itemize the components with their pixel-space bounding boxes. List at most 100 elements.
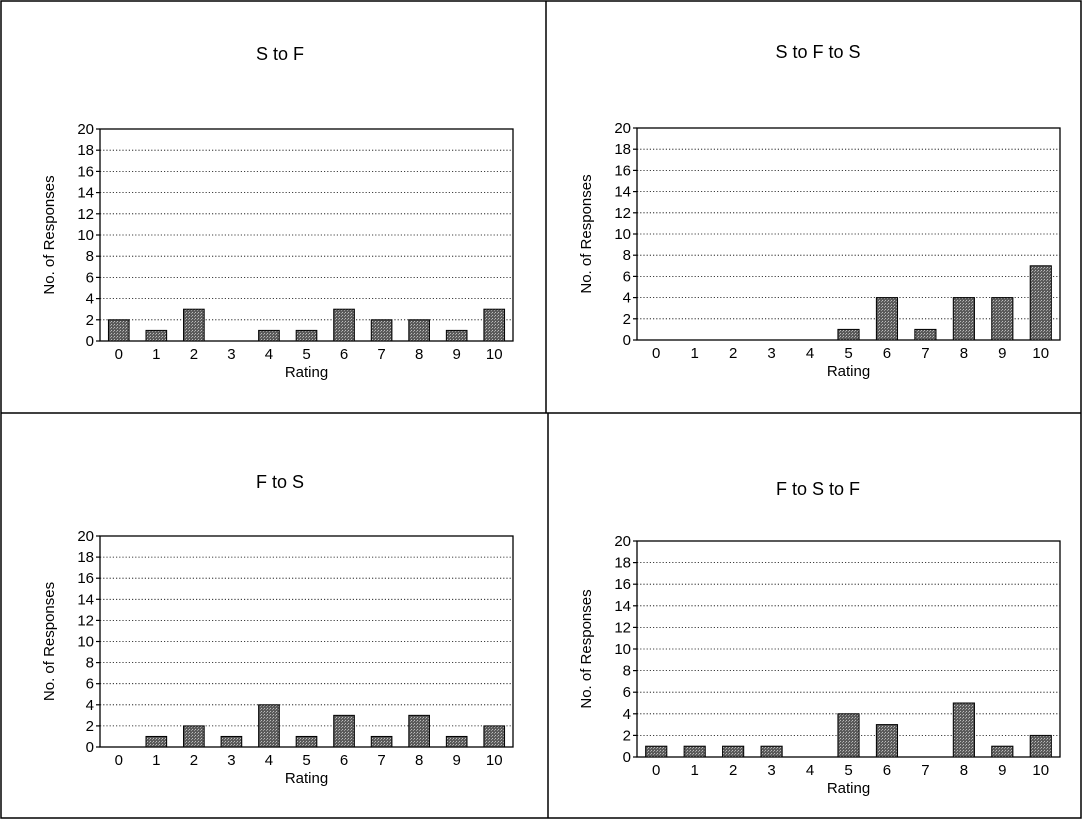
bar-rating-2 xyxy=(183,308,205,342)
y-tick-label: 2 xyxy=(623,727,631,744)
x-tick-label: 1 xyxy=(152,752,160,769)
y-tick-label: 20 xyxy=(614,120,631,137)
x-axis-title: Rating xyxy=(285,364,328,381)
y-tick-label: 16 xyxy=(614,576,631,593)
x-tick-label: 4 xyxy=(806,345,814,362)
bar-rating-6 xyxy=(333,714,355,748)
y-tick-label: 2 xyxy=(623,311,631,328)
chart-title: F to S xyxy=(256,472,304,492)
x-tick-label: 0 xyxy=(115,752,123,769)
y-tick-label: 20 xyxy=(614,533,631,550)
bar-rating-1 xyxy=(145,735,168,748)
x-tick-label: 4 xyxy=(806,762,814,779)
chart-title: S to F to S xyxy=(775,42,860,62)
y-tick-label: 8 xyxy=(623,247,631,264)
bar-rating-1 xyxy=(145,329,168,342)
x-tick-label: 10 xyxy=(486,752,503,769)
x-tick-label: 8 xyxy=(415,346,423,363)
x-tick-label: 2 xyxy=(190,752,198,769)
y-tick-label: 2 xyxy=(86,312,94,329)
x-tick-label: 3 xyxy=(227,752,235,769)
x-tick-label: 5 xyxy=(844,762,852,779)
y-tick-label: 4 xyxy=(623,706,631,723)
y-tick-label: 0 xyxy=(623,749,631,766)
x-tick-label: 1 xyxy=(691,345,699,362)
y-tick-label: 6 xyxy=(623,268,631,285)
bar-rating-8 xyxy=(408,319,430,342)
bar-rating-3 xyxy=(220,735,243,748)
y-tick-label: 12 xyxy=(77,612,94,629)
bar-rating-4 xyxy=(258,704,280,748)
y-tick-label: 0 xyxy=(86,333,94,350)
bar-rating-7 xyxy=(370,735,393,748)
bar-rating-8 xyxy=(408,714,430,748)
y-tick-label: 18 xyxy=(614,141,631,158)
x-tick-label: 2 xyxy=(729,345,737,362)
x-tick-label: 9 xyxy=(453,346,461,363)
x-axis-title: Rating xyxy=(285,770,328,787)
bar-rating-0 xyxy=(107,319,130,342)
x-tick-label: 7 xyxy=(921,345,929,362)
y-tick-label: 20 xyxy=(77,121,94,138)
y-tick-label: 20 xyxy=(77,528,94,545)
y-tick-label: 18 xyxy=(77,549,94,566)
x-tick-label: 8 xyxy=(415,752,423,769)
y-tick-label: 14 xyxy=(77,185,94,202)
y-tick-label: 8 xyxy=(623,663,631,680)
bar-rating-8 xyxy=(952,702,975,758)
x-tick-label: 9 xyxy=(998,762,1006,779)
bar-rating-6 xyxy=(875,724,899,758)
x-tick-label: 0 xyxy=(652,762,660,779)
x-tick-label: 7 xyxy=(921,762,929,779)
x-tick-label: 10 xyxy=(1032,345,1049,362)
x-tick-label: 3 xyxy=(227,346,235,363)
y-tick-label: 10 xyxy=(77,634,94,651)
y-tick-label: 8 xyxy=(86,248,94,265)
y-tick-label: 2 xyxy=(86,718,94,735)
y-tick-label: 16 xyxy=(614,162,631,179)
x-tick-label: 9 xyxy=(453,752,461,769)
bar-rating-7 xyxy=(370,319,393,342)
bar-rating-7 xyxy=(914,328,937,341)
x-tick-label: 3 xyxy=(767,345,775,362)
bar-rating-1 xyxy=(683,745,706,758)
y-tick-label: 10 xyxy=(614,641,631,658)
x-axis-title: Rating xyxy=(827,780,870,797)
bar-rating-0 xyxy=(645,745,668,758)
x-tick-label: 2 xyxy=(729,762,737,779)
x-tick-label: 1 xyxy=(691,762,699,779)
bar-rating-3 xyxy=(760,745,783,758)
y-tick-label: 10 xyxy=(77,227,94,244)
y-tick-label: 12 xyxy=(77,206,94,223)
y-tick-label: 0 xyxy=(86,739,94,756)
y-axis-title: No. of Responses xyxy=(41,175,58,294)
y-tick-label: 12 xyxy=(614,205,631,222)
bar-rating-6 xyxy=(875,297,899,341)
bar-rating-9 xyxy=(991,297,1014,341)
y-axis-title: No. of Responses xyxy=(578,174,595,293)
y-tick-label: 8 xyxy=(86,655,94,672)
bar-rating-5 xyxy=(295,329,318,342)
y-tick-label: 6 xyxy=(86,676,94,693)
y-axis-title: No. of Responses xyxy=(41,582,58,701)
bar-rating-10 xyxy=(483,308,506,342)
bar-rating-5 xyxy=(837,713,860,758)
x-axis-title: Rating xyxy=(827,363,870,380)
y-tick-label: 16 xyxy=(77,570,94,587)
x-tick-label: 8 xyxy=(960,345,968,362)
y-tick-label: 0 xyxy=(623,332,631,349)
x-tick-label: 0 xyxy=(115,346,123,363)
y-tick-label: 4 xyxy=(86,697,94,714)
bar-rating-5 xyxy=(295,735,318,748)
x-tick-label: 10 xyxy=(486,346,503,363)
y-tick-label: 18 xyxy=(77,142,94,159)
bar-rating-5 xyxy=(837,328,860,341)
y-tick-label: 14 xyxy=(77,591,94,608)
x-tick-label: 5 xyxy=(302,346,310,363)
y-tick-label: 14 xyxy=(614,598,631,615)
